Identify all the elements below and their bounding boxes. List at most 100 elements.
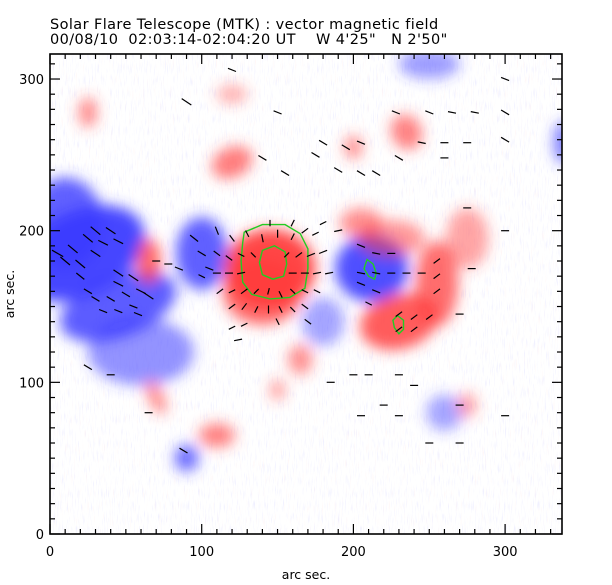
plot-area: [50, 54, 562, 534]
field-vector: [113, 269, 124, 277]
field-vector: [174, 266, 184, 271]
y-tick-label: 0: [36, 528, 44, 543]
field-vector: [253, 288, 260, 295]
field-vector: [240, 288, 248, 295]
field-vector: [105, 227, 116, 235]
chart-subtitle: 00/08/10 02:03:14-02:04:20 UT W 4'25" N …: [50, 33, 448, 48]
negative-field-patch: [50, 177, 104, 269]
field-vector: [181, 98, 192, 106]
field-vector: [334, 229, 343, 233]
field-vector: [356, 140, 366, 145]
field-vector: [410, 314, 418, 320]
field-vector: [395, 326, 403, 333]
field-vector: [254, 306, 259, 313]
field-vector: [289, 288, 296, 295]
field-vector: [318, 249, 328, 255]
field-vector: [283, 252, 290, 258]
field-vector: [301, 289, 309, 294]
field-vector: [301, 303, 309, 310]
field-vector: [250, 252, 257, 258]
field-vector: [356, 281, 366, 286]
positive-field-patch: [445, 207, 489, 269]
field-vector: [82, 233, 94, 243]
field-vector: [214, 226, 220, 235]
field-vector: [356, 271, 366, 275]
positive-field-patch: [415, 241, 459, 327]
field-vector: [237, 252, 245, 258]
field-vector: [121, 291, 131, 298]
field-vector: [273, 110, 282, 115]
negative-field-patch: [301, 297, 345, 346]
field-vector: [312, 271, 322, 275]
field-vector: [216, 288, 224, 295]
field-vector: [394, 154, 404, 161]
field-vector: [67, 244, 78, 254]
contour-outer: [240, 223, 309, 300]
positive-field-patch: [198, 423, 236, 448]
negative-field-patch: [174, 444, 199, 472]
field-vector: [470, 111, 479, 114]
field-vector: [240, 322, 248, 327]
field-vector: [213, 250, 221, 257]
field-vector: [447, 111, 457, 114]
field-vector: [258, 154, 267, 161]
field-vector: [113, 280, 124, 287]
field-vector: [425, 110, 434, 115]
field-vector: [425, 314, 433, 320]
field-vector: [179, 447, 188, 454]
field-vector: [228, 325, 236, 330]
field-vector: [205, 266, 214, 271]
y-tick-label: 300: [19, 73, 44, 88]
field-vector: [129, 304, 138, 309]
position-west: W 4'25": [315, 32, 377, 48]
positive-field-patch: [288, 344, 313, 375]
field-vector: [318, 139, 328, 146]
field-vector: [228, 303, 236, 310]
positive-field-patch: [216, 85, 248, 104]
field-vector: [391, 110, 401, 115]
field-vector: [301, 227, 309, 234]
positive-field-patch: [339, 207, 383, 239]
field-vector: [225, 255, 233, 261]
field-vector: [241, 302, 248, 311]
positive-field-patch: [136, 238, 161, 284]
field-vector: [227, 67, 237, 73]
field-vector: [275, 318, 280, 326]
positive-field-patch: [458, 392, 477, 418]
field-vector: [433, 258, 441, 264]
field-vector: [228, 289, 236, 294]
negative-field-patch: [426, 394, 463, 431]
field-vector: [417, 141, 426, 145]
field-vector: [295, 252, 303, 258]
field-vector: [372, 252, 381, 255]
field-vector: [433, 273, 441, 280]
field-vector: [371, 289, 381, 294]
x-axis-label: arc sec.: [282, 567, 330, 582]
field-vector: [500, 109, 510, 116]
field-vector: [198, 274, 206, 279]
x-tick-label: 200: [341, 545, 366, 560]
contour-pos-spot: [392, 314, 405, 335]
field-vector: [229, 234, 235, 242]
field-vector: [280, 170, 290, 177]
field-vector: [83, 364, 93, 371]
field-vector: [197, 250, 207, 257]
field-vector: [75, 259, 86, 269]
field-vector: [91, 295, 100, 302]
observation-time: 02:03:14-02:04:20 UT: [128, 32, 296, 48]
field-vector: [106, 295, 116, 302]
positive-field-patch: [145, 380, 167, 415]
field-vector: [319, 220, 327, 226]
field-vector: [365, 301, 373, 306]
y-tick-label: 100: [19, 376, 44, 391]
field-vector: [90, 249, 101, 258]
field-vector: [133, 311, 143, 317]
x-tick-label: 100: [189, 545, 214, 560]
field-vector: [98, 308, 108, 314]
positive-field-patch: [390, 114, 423, 150]
field-vector: [245, 230, 250, 238]
field-vector: [289, 306, 296, 313]
contour-inner: [258, 245, 288, 280]
field-vector: [290, 233, 295, 241]
